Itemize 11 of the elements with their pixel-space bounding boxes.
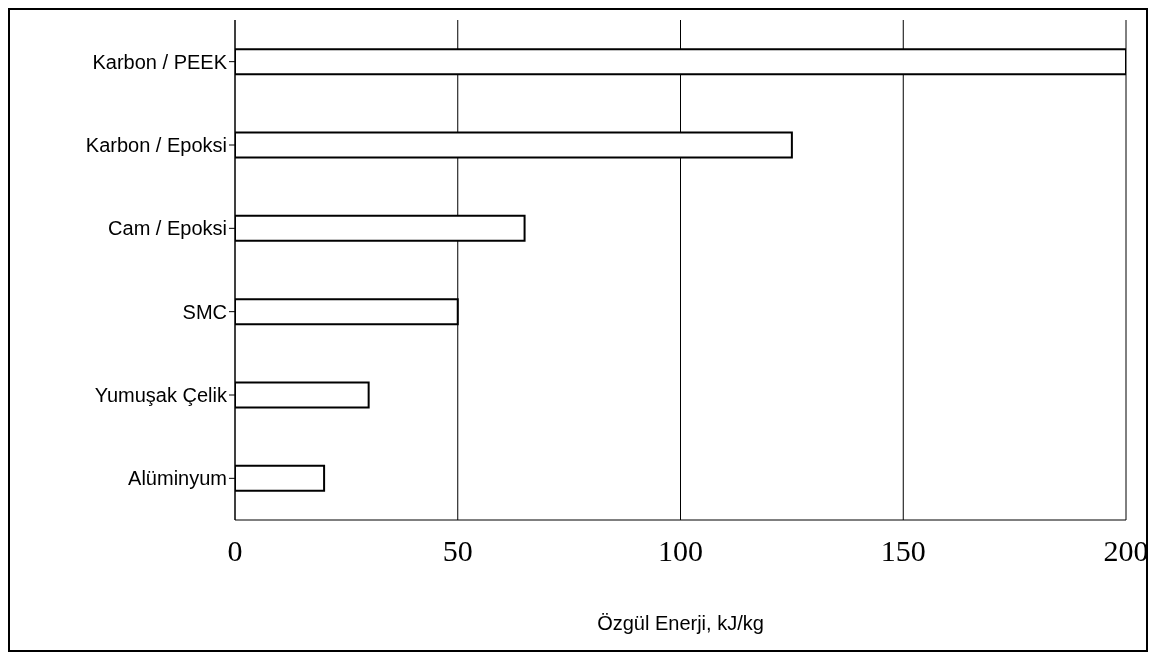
y-tick-label: SMC [182, 300, 227, 323]
x-tick-label: 50 [442, 534, 473, 568]
y-tick-label: Alüminyum [128, 467, 227, 490]
x-tick-label: 150 [880, 534, 926, 568]
y-tick-label: Karbon / Epoksi [85, 134, 227, 157]
y-tick-label: Cam / Epoksi [108, 217, 227, 240]
x-axis-title: Özgül Enerji, kJ/kg [597, 612, 764, 634]
y-tick-label: Yumuşak Çelik [94, 384, 228, 407]
x-tick-label: 0 [227, 534, 243, 568]
x-tick-label: 100 [658, 534, 703, 568]
y-tick-label: Karbon / PEEK [92, 50, 228, 73]
